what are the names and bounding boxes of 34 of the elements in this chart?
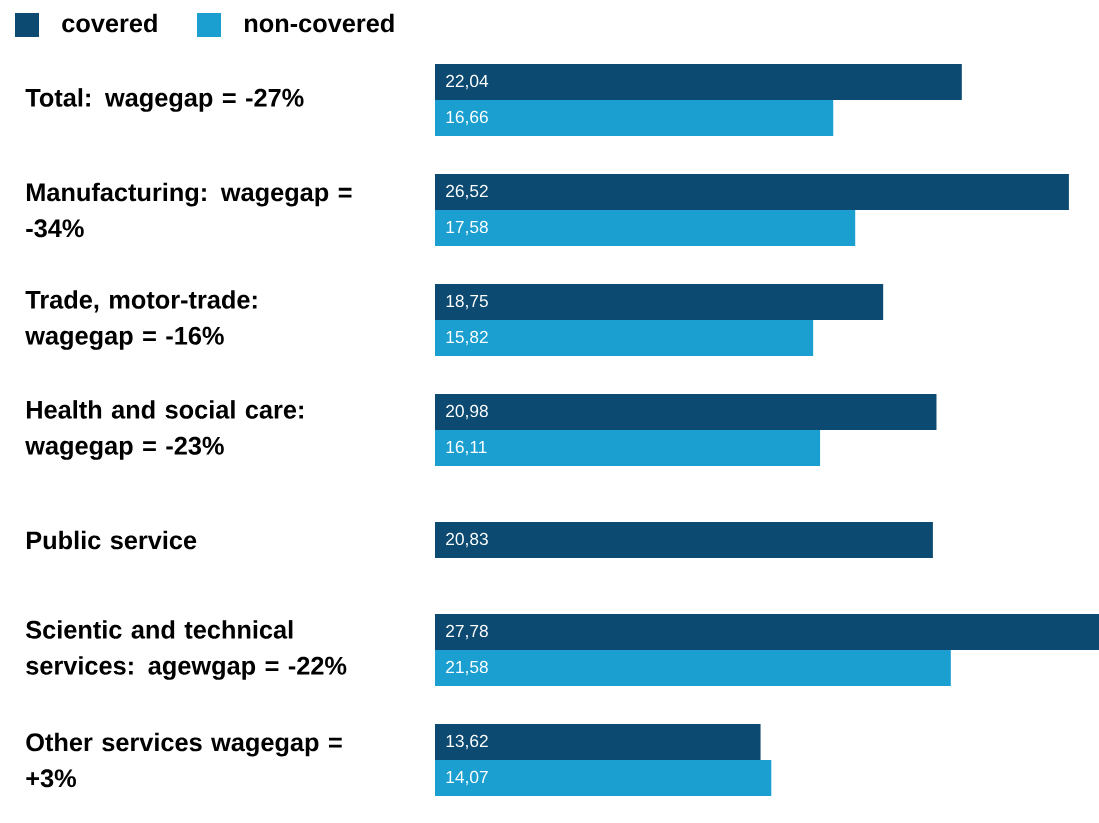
data-label: 20,98 (446, 404, 488, 420)
legend-label: non-covered (244, 13, 394, 33)
data-label: 17,58 (446, 220, 488, 236)
y-tick-label: Scientic and technical services: agewgap = -22% (26, 620, 347, 680)
data-label: 16,11 (446, 440, 487, 456)
bar (435, 64, 962, 100)
y-tick-label: Trade, motor-trade: wagegap = -16% (25, 290, 257, 350)
data-label: 13,62 (446, 734, 488, 750)
bar (435, 174, 1069, 210)
bar (435, 614, 1099, 650)
bar (435, 724, 761, 760)
bar (435, 430, 821, 466)
data-label: 16,66 (446, 110, 488, 126)
bar (435, 394, 937, 430)
data-label: 14,07 (446, 770, 488, 786)
bar (435, 284, 884, 320)
bar (435, 650, 951, 686)
data-label: 22,04 (446, 74, 489, 90)
bar (435, 760, 772, 796)
data-label: 27,78 (446, 624, 488, 640)
data-label: 26,52 (446, 184, 488, 200)
y-tick-label: Health and social care: wagegap = -23% (25, 400, 303, 460)
y-tick-label: Manufacturing: wagegap = -34% (26, 182, 352, 238)
data-label: 20,83 (446, 532, 488, 548)
bar (435, 100, 834, 136)
y-tick-label: Total: wagegap = -27% (25, 88, 304, 112)
y-tick-label: Other services wagegap = +3% (26, 732, 342, 788)
y-tick-label: Public service (26, 530, 197, 550)
bar (435, 210, 856, 246)
data-label: 21,58 (446, 660, 488, 676)
data-label: 18,75 (446, 294, 488, 310)
bar (435, 320, 814, 356)
legend-label: covered (62, 13, 157, 33)
data-label: 15,82 (446, 330, 488, 346)
